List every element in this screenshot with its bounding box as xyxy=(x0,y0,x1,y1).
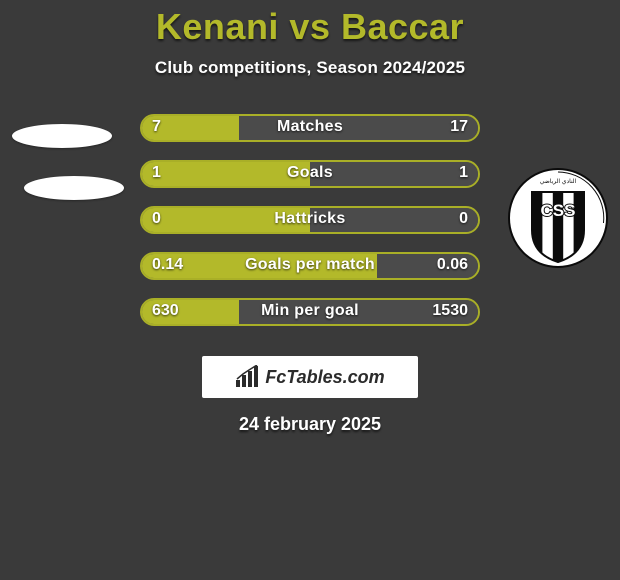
date-text: 24 february 2025 xyxy=(0,414,620,435)
stat-row: 0.140.06Goals per match xyxy=(0,252,620,298)
stat-value-right: 1530 xyxy=(420,298,480,326)
page-title: Kenani vs Baccar xyxy=(0,6,620,48)
stat-value-left: 7 xyxy=(140,114,173,142)
stat-value-left: 0 xyxy=(140,206,173,234)
stat-value-left: 1 xyxy=(140,160,173,188)
subtitle: Club competitions, Season 2024/2025 xyxy=(0,58,620,78)
stat-value-left: 630 xyxy=(140,298,191,326)
bars-icon xyxy=(235,365,261,389)
comparison-card: Kenani vs Baccar Club competitions, Seas… xyxy=(0,0,620,435)
stat-value-right: 1 xyxy=(447,160,480,188)
fctables-logo: FcTables.com xyxy=(202,356,418,398)
stat-row: 6301530Min per goal xyxy=(0,298,620,344)
stats-list: 717Matches11Goals00Hattricks0.140.06Goal… xyxy=(0,114,620,344)
stat-value-right: 0.06 xyxy=(425,252,480,280)
stat-row: 00Hattricks xyxy=(0,206,620,252)
stat-row: 11Goals xyxy=(0,160,620,206)
stat-bar xyxy=(140,206,480,234)
stat-value-right: 17 xyxy=(438,114,480,142)
stat-bar xyxy=(140,160,480,188)
stat-value-right: 0 xyxy=(447,206,480,234)
logo-text: FcTables.com xyxy=(265,367,384,388)
stat-bar xyxy=(140,114,480,142)
stat-row: 717Matches xyxy=(0,114,620,160)
stat-value-left: 0.14 xyxy=(140,252,195,280)
